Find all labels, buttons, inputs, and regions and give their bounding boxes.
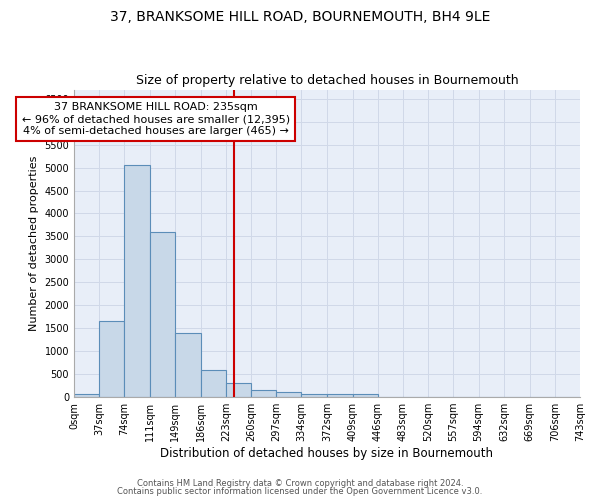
Y-axis label: Number of detached properties: Number of detached properties bbox=[29, 156, 39, 331]
Bar bbox=[74, 394, 99, 397]
Title: Size of property relative to detached houses in Bournemouth: Size of property relative to detached ho… bbox=[136, 74, 518, 87]
Text: Contains HM Land Registry data © Crown copyright and database right 2024.: Contains HM Land Registry data © Crown c… bbox=[137, 478, 463, 488]
Text: 37 BRANKSOME HILL ROAD: 235sqm
← 96% of detached houses are smaller (12,395)
4% : 37 BRANKSOME HILL ROAD: 235sqm ← 96% of … bbox=[22, 102, 290, 136]
Bar bbox=[99, 322, 124, 397]
Bar bbox=[251, 390, 276, 397]
Text: Contains public sector information licensed under the Open Government Licence v3: Contains public sector information licen… bbox=[118, 487, 482, 496]
Bar bbox=[226, 384, 251, 397]
Bar bbox=[301, 394, 328, 397]
Bar bbox=[175, 333, 200, 397]
Bar bbox=[149, 232, 175, 397]
Text: 37, BRANKSOME HILL ROAD, BOURNEMOUTH, BH4 9LE: 37, BRANKSOME HILL ROAD, BOURNEMOUTH, BH… bbox=[110, 10, 490, 24]
X-axis label: Distribution of detached houses by size in Bournemouth: Distribution of detached houses by size … bbox=[160, 447, 493, 460]
Bar bbox=[124, 166, 149, 397]
Bar bbox=[200, 370, 226, 397]
Bar bbox=[353, 394, 378, 397]
Bar bbox=[328, 394, 353, 397]
Bar bbox=[276, 392, 301, 397]
